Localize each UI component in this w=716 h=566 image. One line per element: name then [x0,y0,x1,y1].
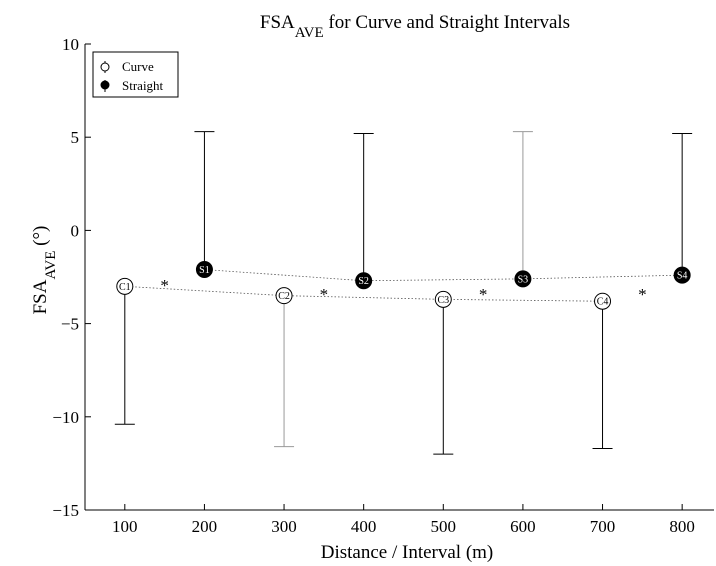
straight-point-label: S3 [518,274,529,285]
plot-area: 10 5 0 −5 −10 −15 100 200 300 400 500 600 700 800 C1 C2… [52,35,714,536]
y-tick-label: 5 [71,128,80,147]
y-tick-label: −10 [52,408,79,427]
curve-point [116,277,134,295]
x-tick-label: 500 [431,517,457,536]
legend-curve-label: Curve [122,59,154,74]
straight-point [673,266,691,284]
legend: Curve Straight [92,51,179,98]
curve-point-label: C4 [597,297,609,308]
legend-straight-label: Straight [122,78,164,93]
x-tick-label: 100 [112,517,138,536]
y-tick-label: 10 [62,35,79,54]
y-tick-label: 0 [71,221,80,240]
legend-box [92,51,179,98]
curve-point-label: C3 [437,295,449,306]
significance-marker: * [160,276,169,295]
curve-series-line [124,285,603,302]
legend-curve-marker [100,62,110,72]
straight-point [355,272,373,290]
straight-point [195,261,213,279]
x-tick-label: 600 [510,517,536,536]
curve-point-label: C2 [278,291,290,302]
straight-point-label: S1 [199,265,210,276]
curve-point [594,292,612,310]
x-tick-label: 400 [351,517,377,536]
x-tick-label: 800 [669,517,695,536]
curve-point-label: C1 [119,282,131,293]
y-tick-label: −5 [61,315,79,334]
y-tick-label: −15 [52,501,79,520]
straight-series-line [204,269,683,282]
significance-marker: * [638,285,647,304]
significance-marker: * [479,285,488,304]
x-tick-label: 200 [192,517,218,536]
y-axis-title: FSAAVE (°) [30,226,59,315]
x-tick-label: 300 [271,517,297,536]
x-axis-title: Distance / Interval (m) [321,542,494,563]
legend-straight-marker [100,80,110,90]
straight-point-label: S2 [358,276,369,287]
straight-point [514,270,532,288]
x-tick-label: 700 [590,517,616,536]
curve-point [434,290,452,308]
chart-title: FSAAVE for Curve and Straight Intervals [260,12,570,41]
curve-point [275,287,293,305]
significance-marker: * [320,285,329,304]
straight-point-label: S4 [677,271,688,282]
